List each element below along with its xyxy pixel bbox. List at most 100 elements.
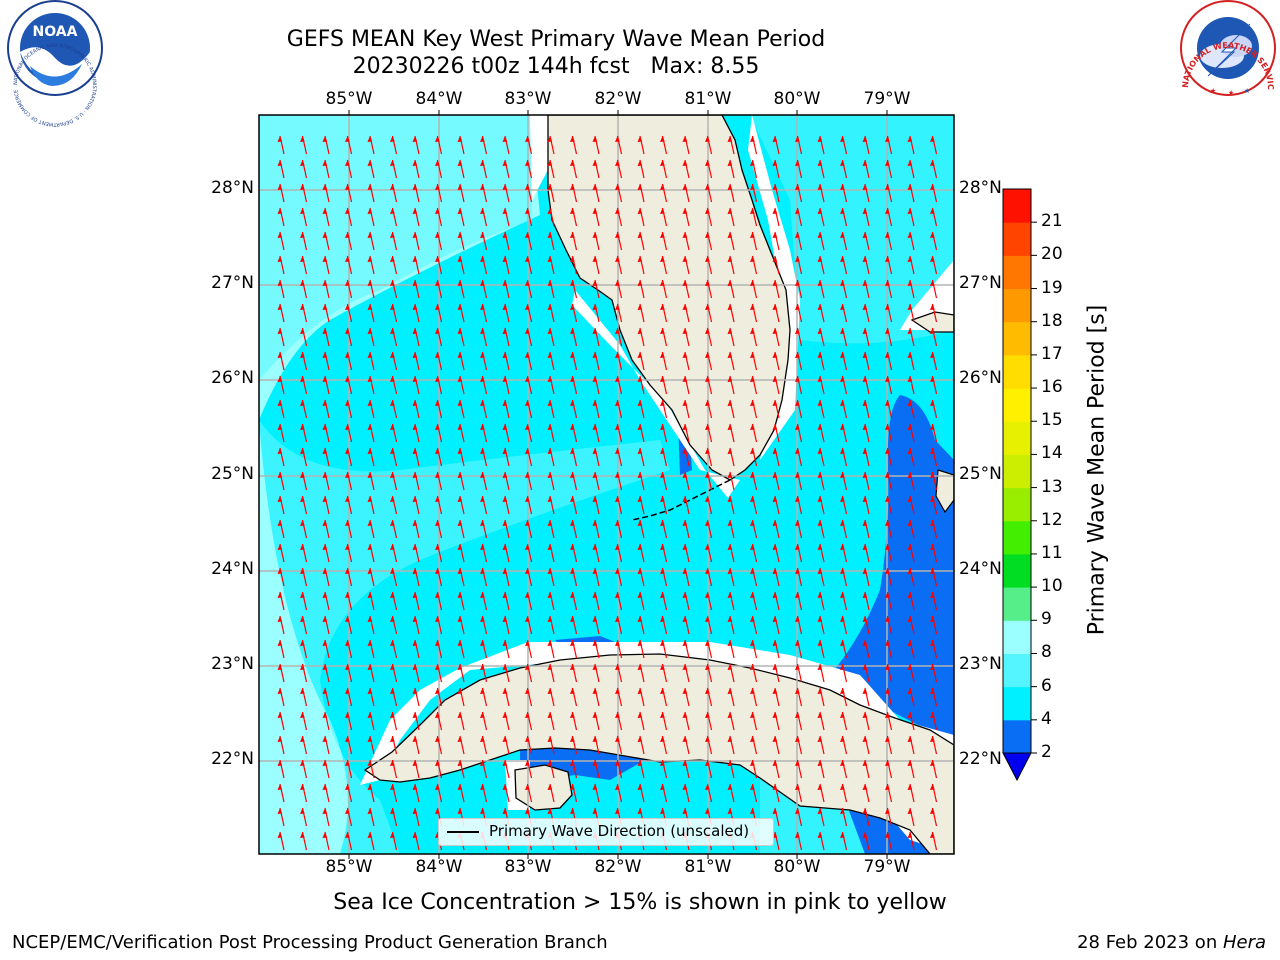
wave-vector-head [322, 664, 328, 670]
wave-vector-head [277, 496, 283, 502]
wave-vector-head [367, 208, 373, 214]
lat-label-right: 27°N [959, 273, 1002, 293]
wave-vector-head [795, 736, 800, 742]
wave-vector-head [772, 232, 778, 238]
wave-vector-head [570, 304, 575, 310]
wave-vector-head [817, 736, 823, 742]
wave-vector-head [592, 328, 598, 334]
wave-vector-head [795, 208, 800, 214]
colorbar-tick-label: 13 [1041, 476, 1063, 497]
wave-vector-head [480, 592, 485, 598]
wave-vector-head [907, 568, 913, 574]
wave-vector-head [772, 280, 778, 286]
wave-vector-head [772, 520, 778, 526]
wave-vector-head [480, 472, 485, 478]
wave-vector-head [885, 280, 890, 286]
generation-date-text: 28 Feb 2023 on [1077, 932, 1223, 953]
wave-vector-head [592, 448, 598, 454]
wave-vector-head [750, 232, 755, 238]
wave-vector-head [277, 376, 283, 382]
wave-vector-head [637, 424, 643, 430]
colorbar-title: Primary Wave Mean Period [s] [1084, 304, 1110, 636]
wave-vector-head [480, 424, 485, 430]
lat-label-right: 25°N [959, 464, 1002, 484]
wave-vector-head [862, 208, 868, 214]
wave-vector-head [817, 424, 823, 430]
wave-vector-head [480, 664, 485, 670]
wave-vector-head [930, 520, 935, 526]
wave-vector-head [502, 472, 508, 478]
wave-vector-head [795, 448, 800, 454]
wave-vector-head [660, 400, 665, 406]
wave-vector-head [390, 352, 395, 358]
wave-vector-head [885, 592, 890, 598]
wave-vector-head [547, 256, 553, 262]
wave-vector-head [705, 472, 710, 478]
wave-vector-head [615, 232, 620, 238]
wave-vector-head [637, 568, 643, 574]
wave-vector-head [412, 400, 418, 406]
wave-vector-head [817, 808, 823, 814]
wave-vector-head [412, 352, 418, 358]
wave-vector-head [907, 376, 913, 382]
wave-vector-head [547, 544, 553, 550]
wave-vector-head [817, 568, 823, 574]
wave-vector-head [862, 712, 868, 718]
wave-vector-head [502, 256, 508, 262]
wave-vector-head [862, 544, 868, 550]
wave-vector-head [930, 352, 935, 358]
wave-vector-head [817, 256, 823, 262]
lon-label-top: 79°W [863, 89, 911, 109]
wave-vector-head [570, 736, 575, 742]
wave-vector-head [300, 520, 305, 526]
wave-vector-head [367, 160, 373, 166]
wave-vector-head [660, 808, 665, 814]
wave-vector-head [795, 784, 800, 790]
wave-vector-head [322, 616, 328, 622]
wave-vector-head [817, 472, 823, 478]
wave-vector-head [300, 472, 305, 478]
wave-vector-head [930, 208, 935, 214]
wave-vector-head [345, 760, 350, 766]
wave-vector-head [300, 712, 305, 718]
wave-vector-head [817, 496, 823, 502]
wave-vector-head [727, 688, 733, 694]
wave-vector-head [660, 184, 665, 190]
wave-vector-head [682, 184, 688, 190]
wave-vector-head [637, 352, 643, 358]
wave-vector-head [300, 568, 305, 574]
colorbar-bin [1003, 487, 1031, 522]
wave-vector-head [885, 400, 890, 406]
wave-vector-head [390, 760, 395, 766]
wave-vector-head [525, 712, 530, 718]
wave-vector-head [592, 496, 598, 502]
wave-vector-head [480, 520, 485, 526]
wave-vector-head [480, 352, 485, 358]
wave-vector-head [795, 520, 800, 526]
wave-vector-head [660, 496, 665, 502]
wave-vector-head [615, 592, 620, 598]
wave-vector-head [772, 400, 778, 406]
wave-vector-head [817, 136, 823, 142]
wave-vector-head [412, 280, 418, 286]
wave-vector-head [277, 616, 283, 622]
field-4-6s-east [830, 395, 954, 740]
wave-vector-head [345, 664, 350, 670]
wave-vector-head [457, 784, 463, 790]
wave-vector-head [727, 160, 733, 166]
wave-vector-head [862, 520, 868, 526]
wave-vector-head [457, 448, 463, 454]
wave-vector-head [637, 232, 643, 238]
wave-vector-head [795, 160, 800, 166]
wave-vector-head [682, 712, 688, 718]
wave-vector-head [435, 544, 440, 550]
wave-vector-head [795, 592, 800, 598]
wave-vector-head [885, 424, 890, 430]
wave-vector-head [750, 256, 755, 262]
wave-vector-head [322, 232, 328, 238]
wave-vector-head [705, 712, 710, 718]
wave-vector-head [885, 184, 890, 190]
wave-vector-head [907, 424, 913, 430]
lon-label-bottom: 80°W [773, 857, 821, 877]
wave-vector-head [322, 256, 328, 262]
